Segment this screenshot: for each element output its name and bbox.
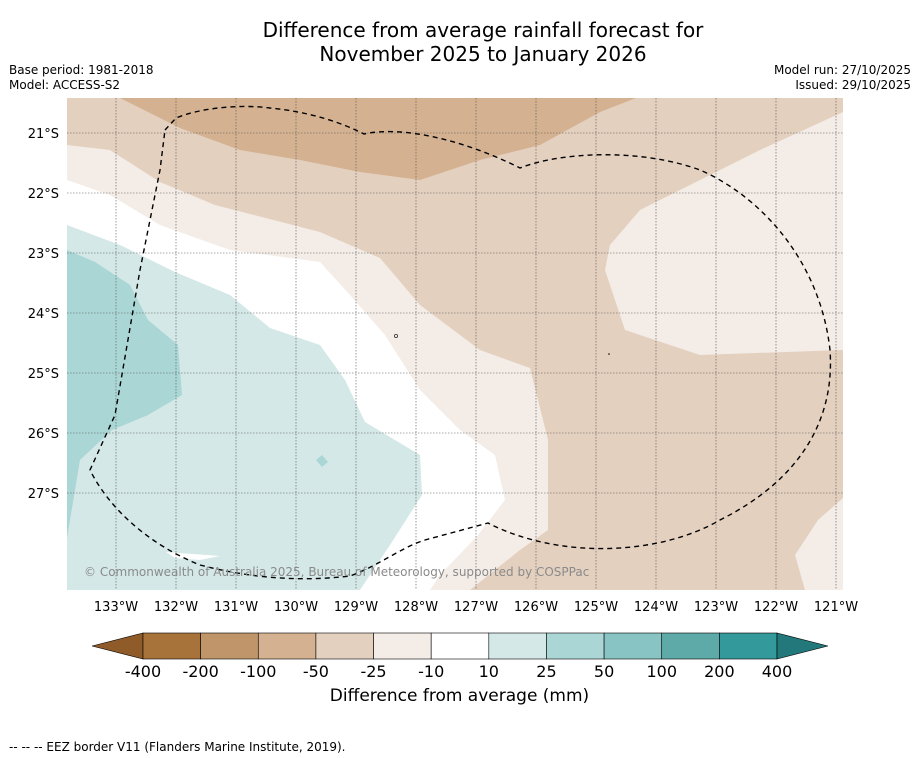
lon-label: 126°W — [514, 600, 558, 615]
colorbar-tick-label: 25 — [536, 662, 556, 681]
map-field — [67, 98, 843, 590]
colorbar-swatch — [257, 632, 317, 660]
island-marker — [608, 353, 610, 355]
band-minus25-minus10-southeast — [795, 498, 843, 590]
band-plus25-plus50 — [67, 250, 182, 538]
colorbar-tick-label: 100 — [646, 662, 677, 681]
lat-label: 24°S — [28, 307, 59, 322]
lon-label: 121°W — [814, 600, 858, 615]
model-text: Model: ACCESS-S2 — [9, 78, 121, 92]
title-line-2: November 2025 to January 2026 — [319, 42, 647, 66]
lat-label: 21°S — [28, 127, 59, 142]
colorbar-tick-label: 50 — [594, 662, 614, 681]
title-line-1: Difference from average rainfall forecas… — [262, 18, 704, 42]
lon-label: 130°W — [274, 600, 318, 615]
lon-label: 132°W — [154, 600, 198, 615]
colorbar-tick-label: -25 — [360, 662, 386, 681]
island-marker — [393, 333, 398, 338]
lon-label: 125°W — [574, 600, 618, 615]
colorbar-tick-label: -50 — [303, 662, 329, 681]
lat-label: 23°S — [28, 247, 59, 262]
issued-text: Issued: 29/10/2025 — [795, 78, 911, 92]
lat-label: 22°S — [28, 187, 59, 202]
colorbar-tick-label: -10 — [418, 662, 444, 681]
meta-right: Model run: 27/10/2025 Issued: 29/10/2025 — [774, 63, 911, 93]
colorbar-tick-label: -100 — [240, 662, 276, 681]
colorbar-tick-label: 200 — [704, 662, 735, 681]
lat-axis: 21°S 22°S 23°S 24°S 25°S 26°S 27°S — [28, 127, 59, 502]
colorbar-swatch — [488, 632, 547, 660]
model-run-text: Model run: 27/10/2025 — [773, 63, 911, 77]
small-patch — [316, 455, 328, 467]
lon-axis: 133°W 132°W 131°W 130°W 129°W 128°W 127°… — [94, 600, 858, 615]
eez-footnote: -- -- -- EEZ border V11 (Flanders Marine… — [9, 740, 346, 754]
colorbar-under-arrow — [91, 632, 144, 660]
lon-label: 128°W — [394, 600, 438, 615]
lon-label: 124°W — [634, 600, 678, 615]
band-minus25-minus10-east — [605, 112, 843, 355]
colorbar-swatch — [142, 632, 201, 660]
base-period-text: Base period: 1981-2018 — [9, 63, 154, 77]
colorbar-tick-label: 10 — [479, 662, 499, 681]
chart-title: Difference from average rainfall forecas… — [0, 18, 919, 66]
colorbar: -400 -200 -100 -50 -25 -10 10 25 50 100 200 400 — [91, 632, 829, 681]
colorbar-swatch — [200, 632, 259, 660]
meta-left: Base period: 1981-2018 Model: ACCESS-S2 — [9, 63, 154, 93]
lat-label: 27°S — [28, 487, 59, 502]
colorbar-ticks: -400 -200 -100 -50 -25 -10 10 25 50 100 200 400 — [125, 662, 792, 681]
lat-label: 25°S — [28, 367, 59, 382]
lat-label: 26°S — [28, 427, 59, 442]
lon-label: 127°W — [454, 600, 498, 615]
colorbar-over-arrow — [776, 632, 829, 660]
lon-label: 129°W — [334, 600, 378, 615]
colorbar-swatches — [142, 632, 778, 660]
colorbar-swatch — [719, 632, 778, 660]
colorbar-tick-label: -200 — [182, 662, 218, 681]
colorbar-swatch — [315, 632, 374, 660]
band-minus100-minus50 — [120, 98, 636, 180]
lon-label: 122°W — [754, 600, 798, 615]
colorbar-tick-label: 400 — [762, 662, 793, 681]
colorbar-swatch — [546, 632, 605, 660]
copyright-text: © Commonwealth of Australia 2025, Bureau… — [84, 565, 590, 579]
band-plus10-plus25 — [67, 225, 422, 590]
colorbar-swatch — [603, 632, 663, 660]
lon-label: 131°W — [214, 600, 258, 615]
colorbar-label: Difference from average (mm) — [329, 686, 590, 706]
eez-border — [89, 105, 832, 580]
lon-label: 133°W — [94, 600, 138, 615]
graticule — [67, 98, 843, 590]
lon-label: 123°W — [694, 600, 738, 615]
white-sliver — [166, 552, 220, 560]
colorbar-swatch — [430, 632, 490, 660]
colorbar-swatch — [373, 632, 432, 660]
colorbar-tick-label: -400 — [125, 662, 161, 681]
colorbar-swatch — [661, 632, 720, 660]
